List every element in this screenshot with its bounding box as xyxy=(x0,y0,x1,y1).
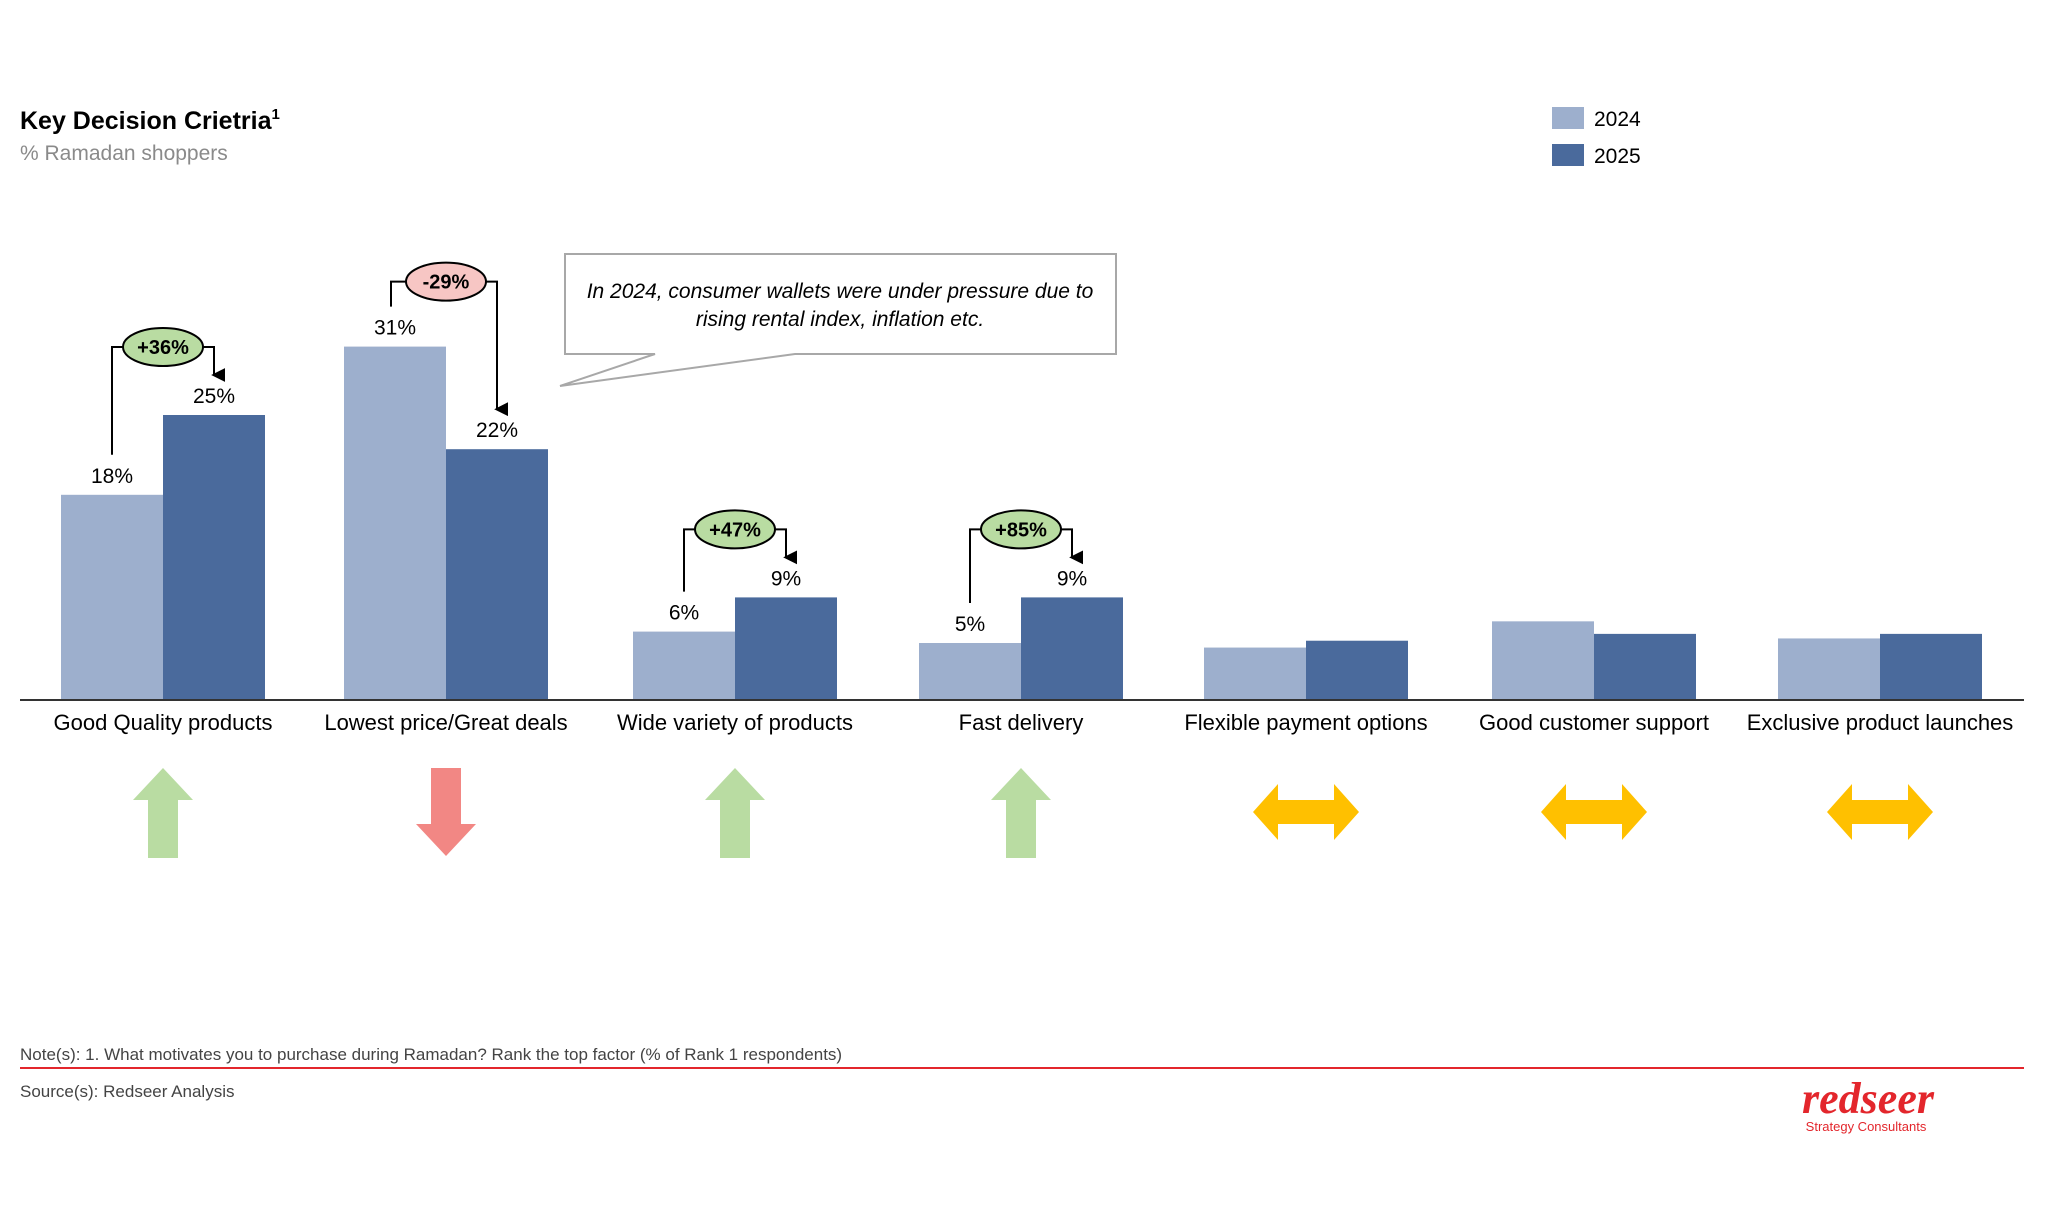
data-label-2024: 18% xyxy=(91,465,133,488)
callout-line-1: In 2024, consumer wallets were under pre… xyxy=(587,280,1094,303)
callout: In 2024, consumer wallets were under pre… xyxy=(559,253,1117,387)
legend-swatch-2025 xyxy=(1552,144,1584,166)
trend-up-arrow-icon xyxy=(991,768,1051,858)
category-label: Good customer support xyxy=(1479,710,1709,735)
note: Note(s): 1. What motivates you to purcha… xyxy=(20,1045,842,1064)
change-label: +85% xyxy=(995,519,1047,541)
legend-label-2025: 2025 xyxy=(1594,145,1641,168)
redseer-logo: redseer Strategy Consultants xyxy=(1802,1074,1935,1134)
bar-2025 xyxy=(735,597,837,700)
category-label: Lowest price/Great deals xyxy=(324,710,567,735)
source: Source(s): Redseer Analysis xyxy=(20,1082,234,1101)
chart-subtitle: % Ramadan shoppers xyxy=(20,142,228,165)
category-label: Wide variety of products xyxy=(617,710,853,735)
trend-up-arrow-icon xyxy=(133,768,193,858)
category-label: Flexible payment options xyxy=(1184,710,1427,735)
change-label: -29% xyxy=(423,272,470,294)
bar-2024 xyxy=(1778,638,1880,700)
data-label-2025: 22% xyxy=(476,419,518,442)
bar-2025 xyxy=(1306,640,1408,700)
bar-2024 xyxy=(1204,647,1306,700)
change-badge xyxy=(405,261,487,302)
change-label: +47% xyxy=(709,519,761,541)
category-label: Good Quality products xyxy=(54,710,273,735)
bar-2024 xyxy=(61,494,163,700)
bar-2024 xyxy=(919,643,1021,700)
trend-up-arrow-icon xyxy=(705,768,765,858)
data-label-2024: 31% xyxy=(374,317,416,340)
data-label-2025: 25% xyxy=(193,385,235,408)
category-label: Exclusive product launches xyxy=(1747,710,2014,735)
bar-2024 xyxy=(1492,621,1594,700)
bar-2025 xyxy=(1880,633,1982,700)
bar-2025 xyxy=(1594,633,1696,700)
change-label: +36% xyxy=(137,337,189,359)
trend-down-arrow-icon xyxy=(416,768,476,856)
data-label-2025: 9% xyxy=(1057,567,1087,590)
bar-2025 xyxy=(1021,597,1123,700)
data-label-2024: 5% xyxy=(955,613,985,636)
trend-flat-arrow-icon xyxy=(1253,784,1359,840)
bar-2025 xyxy=(446,449,548,700)
legend-swatch-2024 xyxy=(1552,107,1584,129)
change-badge xyxy=(122,327,204,367)
data-label-2024: 6% xyxy=(669,602,699,625)
chart-title: Key Decision Crietria1 xyxy=(20,106,280,135)
legend: 2024 2025 xyxy=(1552,107,1641,168)
legend-label-2024: 2024 xyxy=(1594,108,1641,131)
svg-text:redseer: redseer xyxy=(1802,1074,1935,1123)
callout-line-2: rising rental index, inflation etc. xyxy=(696,308,984,331)
bar-2024 xyxy=(633,631,735,700)
trend-flat-arrow-icon xyxy=(1541,784,1647,840)
bar-2025 xyxy=(163,415,265,700)
bar-2024 xyxy=(344,346,446,700)
change-badge xyxy=(694,509,776,550)
svg-text:Strategy Consultants: Strategy Consultants xyxy=(1806,1119,1927,1134)
category-label: Fast delivery xyxy=(959,710,1084,735)
data-label-2025: 9% xyxy=(771,567,801,590)
trend-flat-arrow-icon xyxy=(1827,784,1933,840)
change-badge xyxy=(980,509,1062,550)
